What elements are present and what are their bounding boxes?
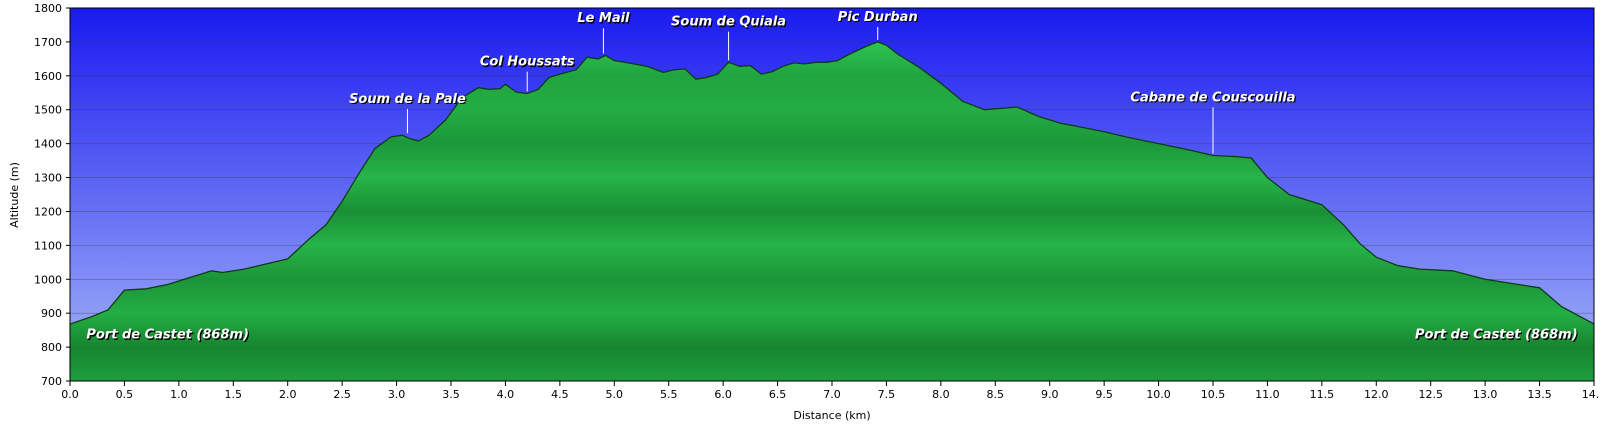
annotation-label-shadow: Cabane de Couscouilla <box>1132 91 1297 106</box>
annotation-label: Cabane de Couscouilla <box>1130 90 1295 105</box>
x-tick-label: 7.0 <box>823 388 841 401</box>
y-axis-title: Altitude (m) <box>8 162 21 228</box>
annotation-label: Port de Castet (868m) <box>1415 328 1578 343</box>
annotation-label-shadow: Port de Castet (868m) <box>1416 329 1579 344</box>
annotation-label: Col Houssats <box>480 55 575 70</box>
y-tick-label: 1000 <box>34 273 62 286</box>
annotation-label: Port de Castet (868m) <box>86 328 249 343</box>
x-tick-label: 3.0 <box>388 388 406 401</box>
x-tick-label: 11.5 <box>1310 388 1335 401</box>
x-tick-label: 2.5 <box>333 388 351 401</box>
annotation-label-shadow: Col Houssats <box>481 56 576 71</box>
annotation-label-shadow: Port de Castet (868m) <box>88 329 251 344</box>
annotation-label: Le Mail <box>577 11 630 26</box>
annotation-label-shadow: Le Mail <box>578 12 631 27</box>
annotation-label-shadow: Pic Durban <box>839 11 919 26</box>
area-layer <box>70 41 1594 381</box>
annotation: Port de Castet (868m)Port de Castet (868… <box>1415 328 1579 344</box>
x-tick-label: 2.0 <box>279 388 297 401</box>
y-tick-label: 1100 <box>34 239 62 252</box>
x-tick-label: 9.0 <box>1041 388 1059 401</box>
annotation-label: Soum de la Pale <box>349 92 466 107</box>
x-tick-label: 12.0 <box>1364 388 1389 401</box>
x-tick-label: 1.5 <box>225 388 243 401</box>
y-tick-label: 1600 <box>34 70 62 83</box>
y-tick-label: 1300 <box>34 172 62 185</box>
x-axis-title: Distance (km) <box>793 409 870 422</box>
x-tick-label: 13.5 <box>1527 388 1552 401</box>
x-tick-label: 4.0 <box>497 388 515 401</box>
y-tick-label: 1800 <box>34 2 62 15</box>
elevation-area <box>70 41 1594 381</box>
x-tick-label: 8.0 <box>932 388 950 401</box>
y-tick-label: 1700 <box>34 36 62 49</box>
x-tick-label: 12.5 <box>1418 388 1443 401</box>
annotation: Port de Castet (868m)Port de Castet (868… <box>86 328 250 344</box>
x-tick-label: 10.5 <box>1201 388 1226 401</box>
x-tick-label: 8.5 <box>987 388 1005 401</box>
x-tick-label: 6.0 <box>714 388 732 401</box>
elevation-outline <box>70 41 1594 325</box>
x-tick-label: 13.0 <box>1473 388 1498 401</box>
x-tick-label: 11.0 <box>1255 388 1280 401</box>
y-tick-label: 700 <box>41 375 62 388</box>
x-tick-label: 6.5 <box>769 388 787 401</box>
y-tick-label: 800 <box>41 341 62 354</box>
x-tick-label: 5.5 <box>660 388 678 401</box>
x-tick-label: 10.0 <box>1146 388 1171 401</box>
x-tick-label: 7.5 <box>878 388 896 401</box>
y-tick-label: 1500 <box>34 104 62 117</box>
x-tick-label: 14.0 <box>1582 388 1600 401</box>
x-tick-label: 1.0 <box>170 388 188 401</box>
x-tick-label: 0.0 <box>61 388 79 401</box>
y-tick-label: 900 <box>41 307 62 320</box>
x-tick-label: 9.5 <box>1095 388 1113 401</box>
annotation-label-shadow: Soum de la Pale <box>350 93 467 108</box>
x-tick-label: 3.5 <box>442 388 460 401</box>
x-tick-label: 5.0 <box>606 388 624 401</box>
annotation-label-shadow: Soum de Quiala <box>672 16 787 31</box>
x-tick-label: 0.5 <box>116 388 134 401</box>
x-tick-label: 4.5 <box>551 388 569 401</box>
annotation-label: Pic Durban <box>838 10 918 25</box>
y-tick-label: 1400 <box>34 138 62 151</box>
annotation-label: Soum de Quiala <box>671 15 786 30</box>
axis-ticks: 0.0 0.5 1.0 1.5 2.0 2.5 3.0 3.5 4.0 4.5 5.0 5.5 6.0 6… <box>34 2 1600 401</box>
y-tick-label: 1200 <box>34 205 62 218</box>
